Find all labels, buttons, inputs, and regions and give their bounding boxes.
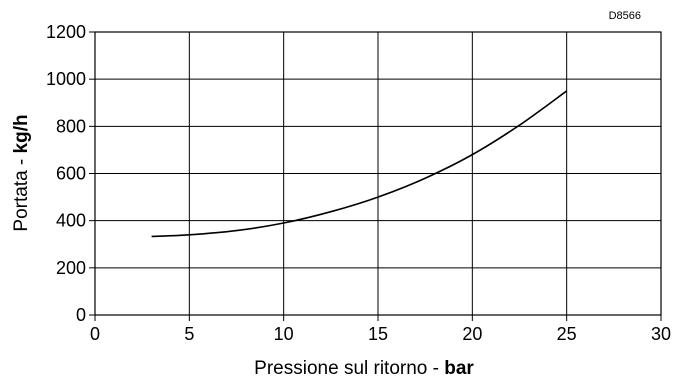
y-tick-label: 1200 bbox=[46, 22, 86, 42]
y-tick-label: 400 bbox=[56, 211, 86, 231]
y-tick-label: 600 bbox=[56, 164, 86, 184]
series-line bbox=[151, 90, 568, 238]
y-tick-label: 800 bbox=[56, 116, 86, 136]
y-axis-label: Portata - kg/h bbox=[11, 114, 32, 231]
y-tick-label: 0 bbox=[76, 305, 86, 325]
y-tick-label: 200 bbox=[56, 258, 86, 278]
x-tick-label: 25 bbox=[557, 324, 577, 344]
series-layer bbox=[151, 90, 568, 238]
y-tick-label: 1000 bbox=[46, 69, 86, 89]
x-tick-label: 5 bbox=[184, 324, 194, 344]
figure-code: D8566 bbox=[609, 10, 641, 22]
x-tick-label: 0 bbox=[90, 324, 100, 344]
x-tick-label: 30 bbox=[651, 324, 671, 344]
grid bbox=[89, 31, 662, 321]
tick-labels: 0 5 10 15 20 25 30 0 200 400 600 800 1000 1200 bbox=[46, 22, 671, 344]
x-tick-label: 10 bbox=[274, 324, 294, 344]
x-tick-label: 20 bbox=[462, 324, 482, 344]
plot-frame bbox=[94, 31, 662, 316]
x-axis-label: Pressione sul ritorno - bar bbox=[254, 358, 474, 379]
x-tick-label: 15 bbox=[368, 324, 388, 344]
